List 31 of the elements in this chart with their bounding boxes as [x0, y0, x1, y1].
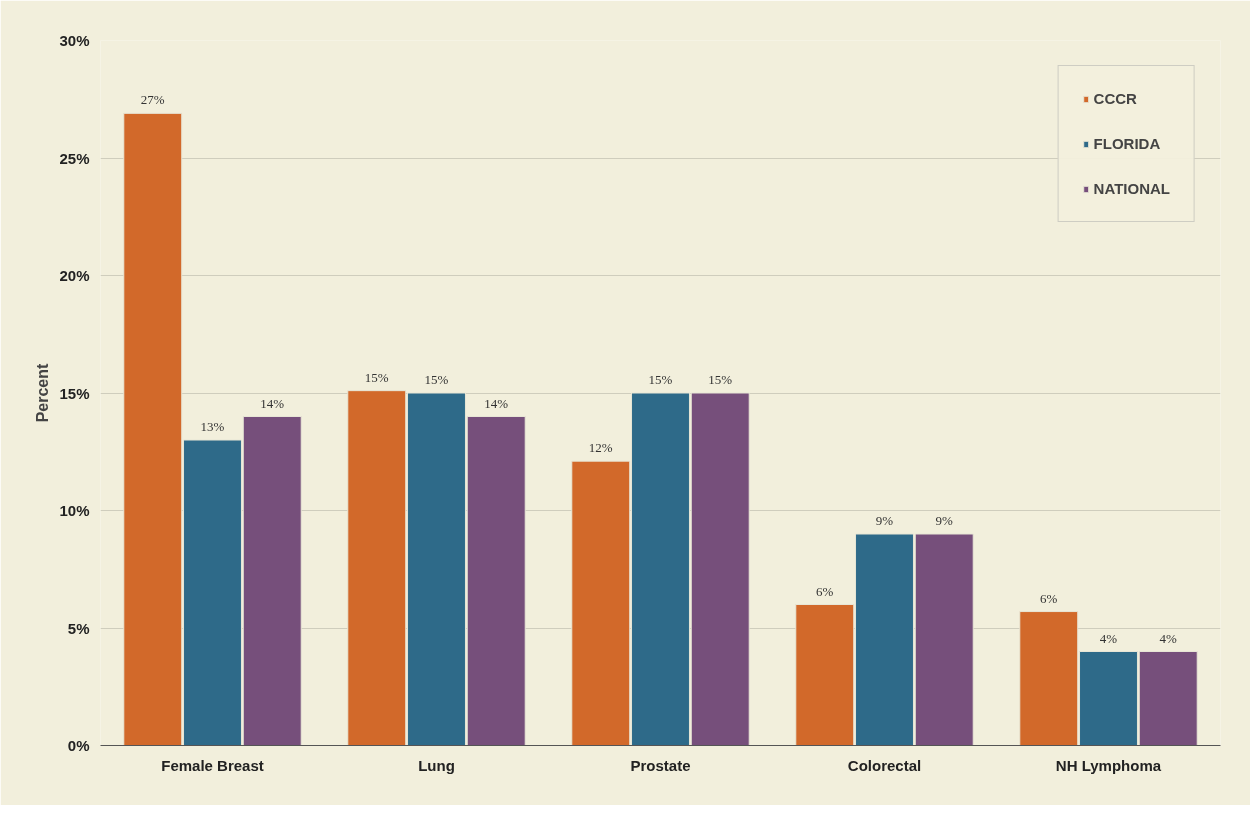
y-tick-label: 25%: [59, 149, 90, 167]
data-label: 15%: [708, 372, 733, 387]
x-tick-label: Prostate: [630, 756, 691, 774]
x-tick-label: Lung: [418, 756, 455, 774]
legend-label: CCCR: [1093, 90, 1137, 107]
y-axis-title: Percent: [34, 362, 52, 423]
data-label: 14%: [484, 395, 509, 411]
data-label: 6%: [1040, 590, 1058, 606]
y-tick-label: 5%: [67, 619, 90, 637]
y-tick-label: 20%: [59, 267, 90, 284]
data-label: 12%: [588, 440, 613, 456]
data-label: 15%: [424, 372, 449, 387]
data-label: 6%: [816, 583, 834, 599]
x-tick-label: Female Breast: [161, 756, 264, 774]
data-label: 13%: [200, 419, 225, 434]
legend-label: FLORIDA: [1093, 135, 1161, 152]
data-label: 9%: [935, 513, 954, 528]
data-label: 4%: [1159, 630, 1178, 646]
data-label: 4%: [1099, 630, 1118, 646]
data-label: 27%: [140, 92, 165, 108]
data-label: 15%: [648, 372, 673, 387]
y-tick-label: 15%: [59, 384, 90, 402]
x-tick-label: Colorectal: [847, 756, 922, 774]
data-label: 14%: [260, 395, 285, 411]
y-tick-label: 10%: [59, 502, 90, 519]
data-label: 9%: [875, 513, 894, 528]
data-label: 15%: [364, 369, 389, 385]
y-tick-label: 0%: [67, 737, 90, 754]
x-tick-label: NH Lymphoma: [1055, 756, 1162, 774]
legend-label: NATIONAL: [1093, 180, 1170, 197]
y-tick-label: 30%: [59, 32, 90, 49]
